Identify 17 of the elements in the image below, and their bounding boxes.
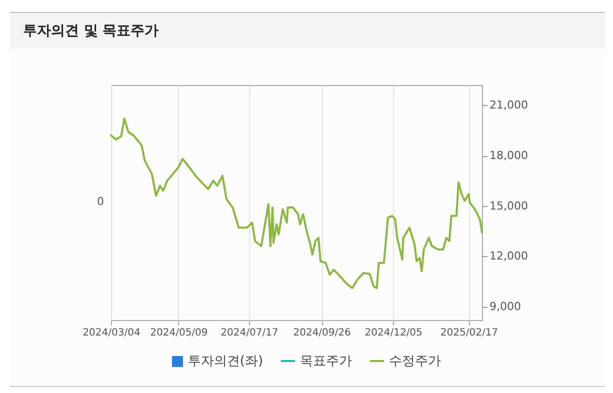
chart-title: 투자의견 및 목표주가 bbox=[23, 22, 159, 40]
line-series bbox=[110, 118, 483, 290]
y2-tick-label: 18,000 bbox=[490, 149, 528, 162]
y2-tick-label: 9,000 bbox=[490, 300, 521, 314]
x-tick-label: 2024/12/05 bbox=[364, 328, 422, 338]
y2-tick-label: 15,000 bbox=[490, 199, 528, 212]
legend-label: 투자의견(좌) bbox=[186, 353, 264, 370]
x-tick-label: 2024/07/17 bbox=[220, 328, 278, 338]
y2-tick-label: 12,000 bbox=[490, 250, 528, 263]
text: 0 bbox=[96, 195, 104, 208]
x-tick-label: 2024/05/09 bbox=[150, 328, 208, 338]
y2-tick-label: 21,000 bbox=[490, 98, 528, 112]
legend-label: 수정주가 bbox=[388, 353, 442, 370]
x-tick-label: 2024/09/26 bbox=[293, 328, 351, 338]
legend-label: 목표주가 bbox=[299, 353, 352, 370]
x-tick-label: 2025/02/17 bbox=[440, 328, 498, 338]
x-tick-label: 2024/03/04 bbox=[82, 328, 140, 338]
